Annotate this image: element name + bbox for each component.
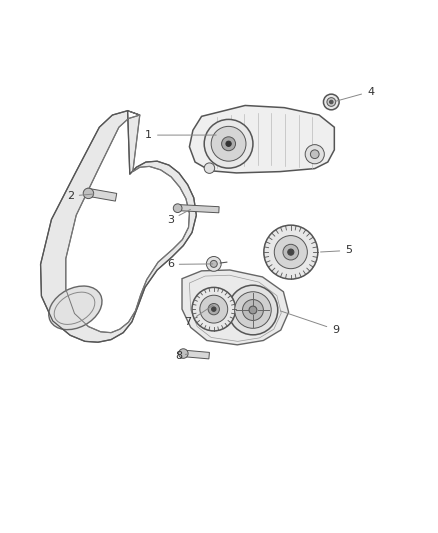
Circle shape [283,244,299,260]
Polygon shape [182,270,289,345]
Circle shape [249,306,257,314]
Circle shape [204,163,215,173]
Circle shape [311,150,319,158]
Polygon shape [41,111,196,342]
Text: 7: 7 [184,305,213,327]
Circle shape [83,188,94,199]
Polygon shape [86,188,117,201]
Ellipse shape [49,286,102,329]
Circle shape [228,285,278,335]
Circle shape [329,100,333,104]
Text: 3: 3 [167,209,191,225]
Text: 8: 8 [176,351,187,361]
Circle shape [208,303,219,315]
Polygon shape [175,205,219,213]
Text: 4: 4 [336,86,374,101]
Text: 6: 6 [167,260,213,269]
Text: 2: 2 [67,191,93,201]
Circle shape [204,119,253,168]
Circle shape [200,295,228,323]
Polygon shape [181,350,209,359]
Polygon shape [189,106,334,173]
Circle shape [212,307,216,311]
Text: 5: 5 [321,245,352,255]
Circle shape [274,236,307,269]
Circle shape [226,141,231,147]
Circle shape [206,256,221,271]
Circle shape [327,98,336,107]
Text: 1: 1 [145,130,216,140]
Circle shape [211,126,246,161]
Circle shape [305,144,324,164]
Circle shape [210,261,217,268]
Circle shape [264,225,318,279]
Circle shape [243,300,263,320]
Circle shape [222,137,236,151]
Circle shape [179,349,188,358]
Circle shape [173,204,182,213]
Circle shape [323,94,339,110]
Text: 9: 9 [280,311,339,335]
Circle shape [235,292,271,328]
Circle shape [288,249,294,255]
Circle shape [192,287,236,331]
